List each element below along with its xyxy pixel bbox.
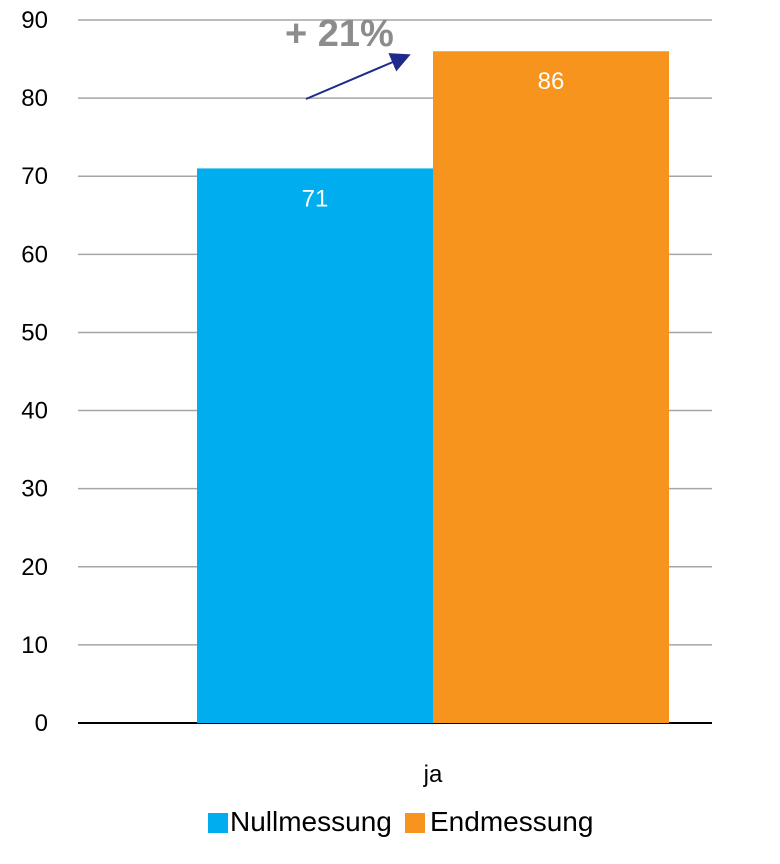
y-tick-label: 80 [21, 85, 48, 112]
y-tick-label: 70 [21, 163, 48, 190]
y-tick-label: 20 [21, 554, 48, 581]
y-tick-label: 90 [21, 7, 48, 34]
bar-nullmessung [197, 168, 433, 723]
legend-swatch-nullmessung [208, 813, 228, 833]
data-label: 71 [302, 185, 329, 212]
annotation-label: + 21% [285, 13, 394, 55]
y-tick-label: 0 [35, 710, 48, 737]
y-tick-label: 50 [21, 319, 48, 346]
bar-endmessung [433, 51, 669, 723]
legend-label-endmessung: Endmessung [430, 806, 593, 837]
y-tick-label: 30 [21, 476, 48, 503]
y-tick-label: 10 [21, 632, 48, 659]
data-label: 86 [538, 68, 565, 95]
legend-label-nullmessung: Nullmessung [230, 806, 392, 837]
legend-swatch-endmessung [405, 813, 425, 833]
y-tick-label: 60 [21, 241, 48, 268]
x-category-label: ja [423, 761, 443, 788]
annotation-arrow [305, 53, 411, 100]
y-tick-label: 40 [21, 398, 48, 425]
